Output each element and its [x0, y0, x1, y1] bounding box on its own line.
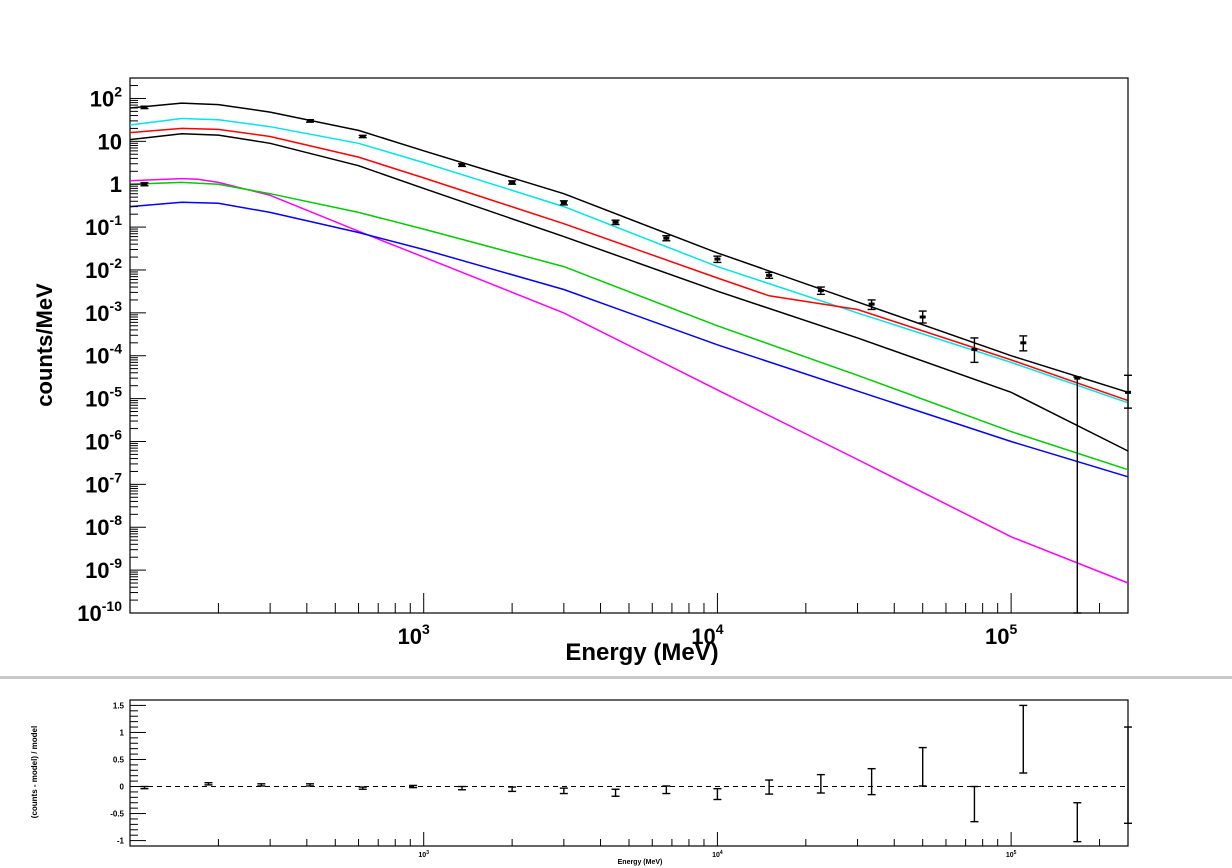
y-axis-ticks: 102 10 1 10-1 10-2 10-3 10-4 10-5 10-6 10-7 10-8 10…: [77, 77, 146, 626]
residual-y-tick-label-3: 0: [120, 783, 125, 792]
data-point-10: [765, 271, 774, 279]
y-tick-label-9: 10-7: [85, 469, 122, 497]
residual-point-9: [611, 788, 620, 797]
model-curve-4: [129, 177, 1129, 584]
residual-panel: 1.5 1 0.5 0 -0.5 -1 103 104 105 Energy (MeV) (c…: [30, 699, 1132, 866]
residual-y-axis-title: (counts - model) / model: [30, 726, 39, 818]
residual-point-2: [257, 783, 266, 787]
data-point-8: [662, 234, 671, 242]
residual-point-15: [918, 746, 927, 787]
data-point-11: [816, 286, 825, 296]
residual-point-3: [305, 783, 314, 787]
residual-point-13: [816, 773, 825, 794]
data-point-16: [1073, 376, 1082, 614]
y-tick-label-8: 10-6: [85, 426, 122, 454]
data-point-12: [867, 299, 876, 311]
residual-point-1: [204, 782, 213, 786]
residual-y-tick-label-4: -0.5: [110, 810, 124, 819]
y-tick-label-0: 102: [90, 83, 122, 111]
model-curve-5: [129, 181, 1129, 471]
residual-points: [140, 704, 1132, 843]
model-curve-0: [129, 102, 1129, 394]
x-tick-label-2: 105: [985, 621, 1017, 649]
residual-x-tick-label-1: 104: [712, 850, 723, 859]
data-point-6: [559, 200, 568, 206]
data-point-15: [1019, 335, 1028, 352]
model-curves: [129, 102, 1129, 584]
residual-point-8: [559, 787, 568, 795]
y-tick-label-5: 10-3: [85, 298, 122, 326]
residual-point-12: [765, 779, 774, 795]
residual-y-tick-label-1: 1: [120, 728, 125, 737]
residual-x-tick-label-0: 103: [418, 850, 429, 859]
residual-x-tick-label-2: 105: [1006, 850, 1017, 859]
residual-y-axis-ticks: 1.5 1 0.5 0 -0.5 -1: [110, 699, 146, 847]
residual-point-6: [457, 785, 466, 791]
data-point-17: [1124, 374, 1132, 409]
data-point-13: [918, 310, 927, 324]
x-axis-title: Energy (MeV): [565, 639, 718, 666]
y-tick-label-7: 10-5: [85, 384, 122, 412]
spectrum-panel: 102 10 1 10-1 10-2 10-3 10-4 10-5 10-6 10-7 10-8 10…: [32, 77, 1132, 666]
panel-separator: [0, 676, 1232, 679]
residual-point-10: [662, 785, 671, 795]
residual-point-18: [1073, 802, 1082, 843]
residual-y-tick-label-5: -1: [117, 837, 125, 846]
data-point-4: [457, 163, 466, 168]
model-curve-2: [129, 127, 1129, 402]
data-point-14: [970, 337, 979, 364]
model-curve-6: [129, 201, 1129, 478]
residual-point-17: [1019, 704, 1028, 774]
residual-point-11: [713, 787, 722, 801]
y-tick-label-10: 10-8: [85, 512, 122, 540]
x-axis-ticks: 103 104 105: [129, 593, 1101, 649]
data-point-7: [611, 219, 620, 226]
data-point-3: [358, 134, 367, 139]
y-tick-label-12: 10-10: [77, 598, 122, 626]
residual-y-tick-label-0: 1.5: [113, 701, 125, 710]
y-tick-label-6: 10-4: [85, 341, 122, 369]
residual-point-5: [409, 784, 418, 789]
data-points: [140, 105, 1132, 614]
data-point-2: [305, 118, 314, 123]
residual-x-axis-title: Energy (MeV): [618, 859, 663, 866]
model-curve-1: [129, 117, 1129, 404]
residual-x-axis-ticks: 103 104 105: [129, 832, 1101, 859]
model-curve-3: [129, 133, 1129, 452]
residual-point-16: [970, 785, 979, 823]
residual-plot-frame: [129, 699, 1129, 847]
data-point-0: [140, 105, 149, 110]
y-tick-label-4: 10-2: [85, 255, 122, 283]
y-axis-title: counts/MeV: [32, 283, 57, 407]
x-tick-label-1: 104: [691, 621, 723, 649]
x-tick-label-0: 103: [398, 621, 430, 649]
y-tick-label-2: 1: [110, 172, 122, 197]
data-point-5: [508, 180, 517, 185]
residual-y-tick-label-2: 0.5: [113, 755, 125, 764]
residual-point-7: [508, 786, 517, 793]
data-point-9: [713, 255, 722, 264]
y-tick-label-11: 10-9: [85, 555, 122, 583]
y-tick-label-1: 10: [98, 129, 122, 154]
residual-point-19: [1124, 726, 1132, 824]
residual-point-4: [358, 786, 367, 790]
y-tick-label-3: 10-1: [85, 212, 122, 240]
residual-point-14: [867, 767, 876, 796]
